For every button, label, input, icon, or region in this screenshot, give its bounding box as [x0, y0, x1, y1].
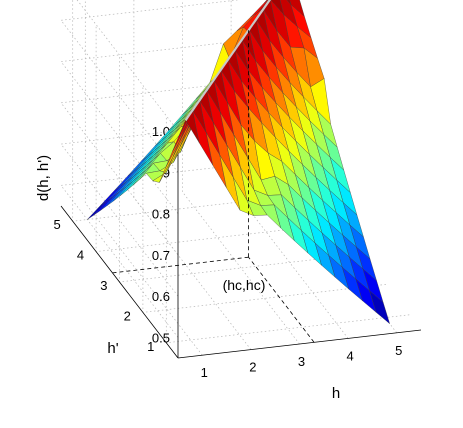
surface-cell: [369, 290, 391, 325]
x-tick-label: 5: [395, 343, 402, 358]
z-axis-label: d(h, h'): [35, 155, 52, 201]
ridge-line: [184, 0, 272, 121]
y-axis-label: h': [107, 340, 118, 357]
x-tick-label: 4: [346, 348, 353, 363]
axis-line: [60, 205, 179, 359]
critical-guide-h: [248, 256, 315, 343]
y-tick-label: 2: [124, 308, 131, 323]
surface-cell: [264, 0, 269, 4]
z-tick-label: 0.8: [152, 207, 170, 222]
axis-line: [177, 329, 422, 359]
surface-layer: [87, 0, 391, 325]
surface-cell: [93, 195, 115, 216]
x-tick-label: 1: [201, 365, 208, 380]
x-tick-label: 2: [249, 360, 256, 375]
z-tick-label: 0.5: [152, 330, 170, 345]
y-tick-label: 5: [53, 217, 60, 232]
critical-guide-h-prime: [112, 256, 249, 274]
surface-cell: [87, 200, 108, 220]
critical-point-label: (hc,hc): [223, 277, 266, 293]
x-axis-label: h: [332, 385, 340, 402]
y-tick-label: 4: [77, 248, 84, 263]
x-tick-label: 3: [298, 354, 305, 369]
surface-cell: [100, 190, 121, 211]
y-tick-label: 3: [100, 278, 107, 293]
overlay-layer: [112, 0, 315, 343]
z-tick-label: 0.6: [152, 289, 170, 304]
grid-line-x: [84, 0, 203, 356]
y-tick-label: 1: [147, 339, 154, 354]
z-tick-label: 0.7: [152, 248, 170, 263]
